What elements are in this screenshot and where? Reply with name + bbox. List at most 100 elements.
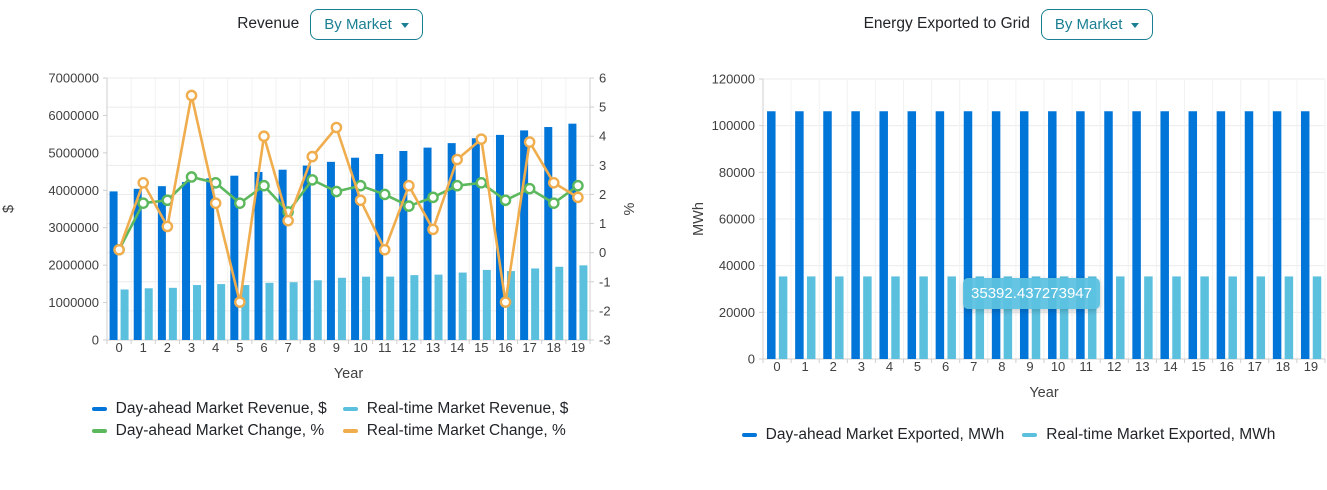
svg-text:6: 6 bbox=[599, 71, 606, 86]
svg-text:19: 19 bbox=[571, 340, 585, 355]
revenue-legend: Day-ahead Market Revenue, $ Real-time Mar… bbox=[0, 400, 660, 440]
svg-text:Year: Year bbox=[1029, 385, 1058, 401]
legend-item-real-time-market-revenue[interactable]: Real-time Market Revenue, $ bbox=[339, 400, 573, 418]
svg-text:4: 4 bbox=[886, 359, 893, 374]
svg-text:14: 14 bbox=[450, 340, 464, 355]
legend-item-day-ahead-market-revenue[interactable]: Day-ahead Market Revenue, $ bbox=[88, 400, 331, 418]
svg-text:2: 2 bbox=[599, 187, 606, 202]
svg-text:14: 14 bbox=[1163, 359, 1177, 374]
svg-text:-1: -1 bbox=[599, 274, 611, 289]
legend-item-real-time-market-change[interactable]: Real-time Market Change, % bbox=[339, 422, 573, 440]
svg-text:8: 8 bbox=[998, 359, 1005, 374]
svg-text:9: 9 bbox=[1026, 359, 1033, 374]
svg-text:12: 12 bbox=[1107, 359, 1121, 374]
svg-text:9: 9 bbox=[333, 340, 340, 355]
legend-swatch-icon bbox=[342, 407, 358, 411]
dropdown-label: By Market bbox=[1054, 15, 1123, 33]
svg-text:15: 15 bbox=[1191, 359, 1205, 374]
svg-text:3: 3 bbox=[858, 359, 865, 374]
svg-text:100000: 100000 bbox=[712, 118, 755, 133]
svg-text:$: $ bbox=[1, 205, 17, 213]
svg-text:1000000: 1000000 bbox=[48, 295, 99, 310]
svg-text:-2: -2 bbox=[599, 303, 611, 318]
svg-text:16: 16 bbox=[498, 340, 512, 355]
energy-title: Energy Exported to Grid bbox=[863, 15, 1030, 32]
legend-item-real-time-market-exported-mwh[interactable]: Real-time Market Exported, MWh bbox=[1018, 426, 1279, 444]
legend-label: Real-time Market Change, % bbox=[366, 422, 566, 439]
legend-swatch-icon bbox=[91, 407, 107, 411]
svg-text:5000000: 5000000 bbox=[48, 145, 99, 160]
energy-header: Energy Exported to Grid By Market bbox=[690, 0, 1327, 48]
svg-text:-3: -3 bbox=[599, 333, 611, 348]
revenue-by-market-dropdown[interactable]: By Market bbox=[310, 8, 423, 40]
energy-by-market-dropdown[interactable]: By Market bbox=[1040, 8, 1154, 40]
svg-text:2: 2 bbox=[830, 359, 837, 374]
svg-text:7000000: 7000000 bbox=[48, 71, 99, 86]
revenue-header: Revenue By Market bbox=[0, 0, 660, 48]
svg-text:0: 0 bbox=[115, 340, 122, 355]
svg-text:0: 0 bbox=[773, 359, 780, 374]
svg-text:16: 16 bbox=[1219, 359, 1233, 374]
svg-text:3: 3 bbox=[599, 158, 606, 173]
legend-item-day-ahead-market-change[interactable]: Day-ahead Market Change, % bbox=[88, 422, 331, 440]
svg-text:2: 2 bbox=[164, 340, 171, 355]
svg-text:12: 12 bbox=[402, 340, 416, 355]
svg-text:17: 17 bbox=[522, 340, 536, 355]
svg-text:18: 18 bbox=[1276, 359, 1290, 374]
svg-text:3: 3 bbox=[188, 340, 195, 355]
svg-text:MWh: MWh bbox=[691, 202, 707, 236]
energy-legend: Day-ahead Market Exported, MWh Real-time … bbox=[690, 426, 1327, 444]
svg-text:40000: 40000 bbox=[719, 258, 755, 273]
chevron-down-icon bbox=[1131, 22, 1140, 28]
svg-text:6: 6 bbox=[942, 359, 949, 374]
legend-swatch-icon bbox=[342, 429, 358, 433]
svg-text:1: 1 bbox=[802, 359, 809, 374]
svg-text:5: 5 bbox=[914, 359, 921, 374]
svg-text:15: 15 bbox=[474, 340, 488, 355]
legend-label: Real-time Market Revenue, $ bbox=[366, 400, 569, 417]
revenue-chart-canvas[interactable]: 0 1000000 2000000 3000000 4000000 5000000 6000… bbox=[0, 48, 660, 388]
svg-text:10: 10 bbox=[1051, 359, 1065, 374]
svg-text:10: 10 bbox=[353, 340, 367, 355]
svg-text:19: 19 bbox=[1304, 359, 1318, 374]
revenue-title: Revenue bbox=[237, 15, 300, 32]
svg-text:0: 0 bbox=[748, 352, 755, 367]
svg-text:3000000: 3000000 bbox=[48, 220, 99, 235]
svg-text:17: 17 bbox=[1248, 359, 1262, 374]
svg-text:4000000: 4000000 bbox=[48, 183, 99, 198]
legend-swatch-icon bbox=[1022, 433, 1038, 437]
svg-text:11: 11 bbox=[1079, 359, 1093, 374]
svg-text:0: 0 bbox=[599, 245, 606, 260]
svg-text:7: 7 bbox=[970, 359, 977, 374]
chevron-down-icon bbox=[400, 22, 409, 28]
svg-text:11: 11 bbox=[378, 340, 392, 355]
svg-text:1: 1 bbox=[599, 216, 606, 231]
svg-text:1: 1 bbox=[140, 340, 147, 355]
revenue-panel: Revenue By Market 0 1000000 2000000 3000000… bbox=[0, 0, 660, 440]
svg-text:120000: 120000 bbox=[712, 72, 755, 87]
svg-text:5: 5 bbox=[599, 100, 606, 115]
svg-text:18: 18 bbox=[547, 340, 561, 355]
svg-text:4: 4 bbox=[599, 129, 606, 144]
energy-panel: Energy Exported to Grid By Market 0 20000… bbox=[690, 0, 1327, 444]
legend-label: Real-time Market Exported, MWh bbox=[1046, 426, 1276, 443]
svg-text:Year: Year bbox=[334, 366, 363, 382]
svg-text:6000000: 6000000 bbox=[48, 108, 99, 123]
svg-text:20000: 20000 bbox=[719, 305, 755, 320]
legend-item-day-ahead-market-exported-mwh[interactable]: Day-ahead Market Exported, MWh bbox=[738, 426, 1009, 444]
svg-text:8: 8 bbox=[309, 340, 316, 355]
legend-label: Day-ahead Market Exported, MWh bbox=[765, 426, 1005, 443]
legend-swatch-icon bbox=[741, 433, 757, 437]
svg-text:60000: 60000 bbox=[719, 212, 755, 227]
svg-text:0: 0 bbox=[92, 333, 99, 348]
svg-text:80000: 80000 bbox=[719, 165, 755, 180]
dropdown-label: By Market bbox=[324, 15, 392, 33]
svg-text:6: 6 bbox=[260, 340, 267, 355]
svg-text:7: 7 bbox=[285, 340, 292, 355]
svg-text:%: % bbox=[622, 202, 638, 215]
svg-text:2000000: 2000000 bbox=[48, 258, 99, 273]
legend-label: Day-ahead Market Change, % bbox=[115, 422, 325, 439]
svg-text:13: 13 bbox=[426, 340, 440, 355]
